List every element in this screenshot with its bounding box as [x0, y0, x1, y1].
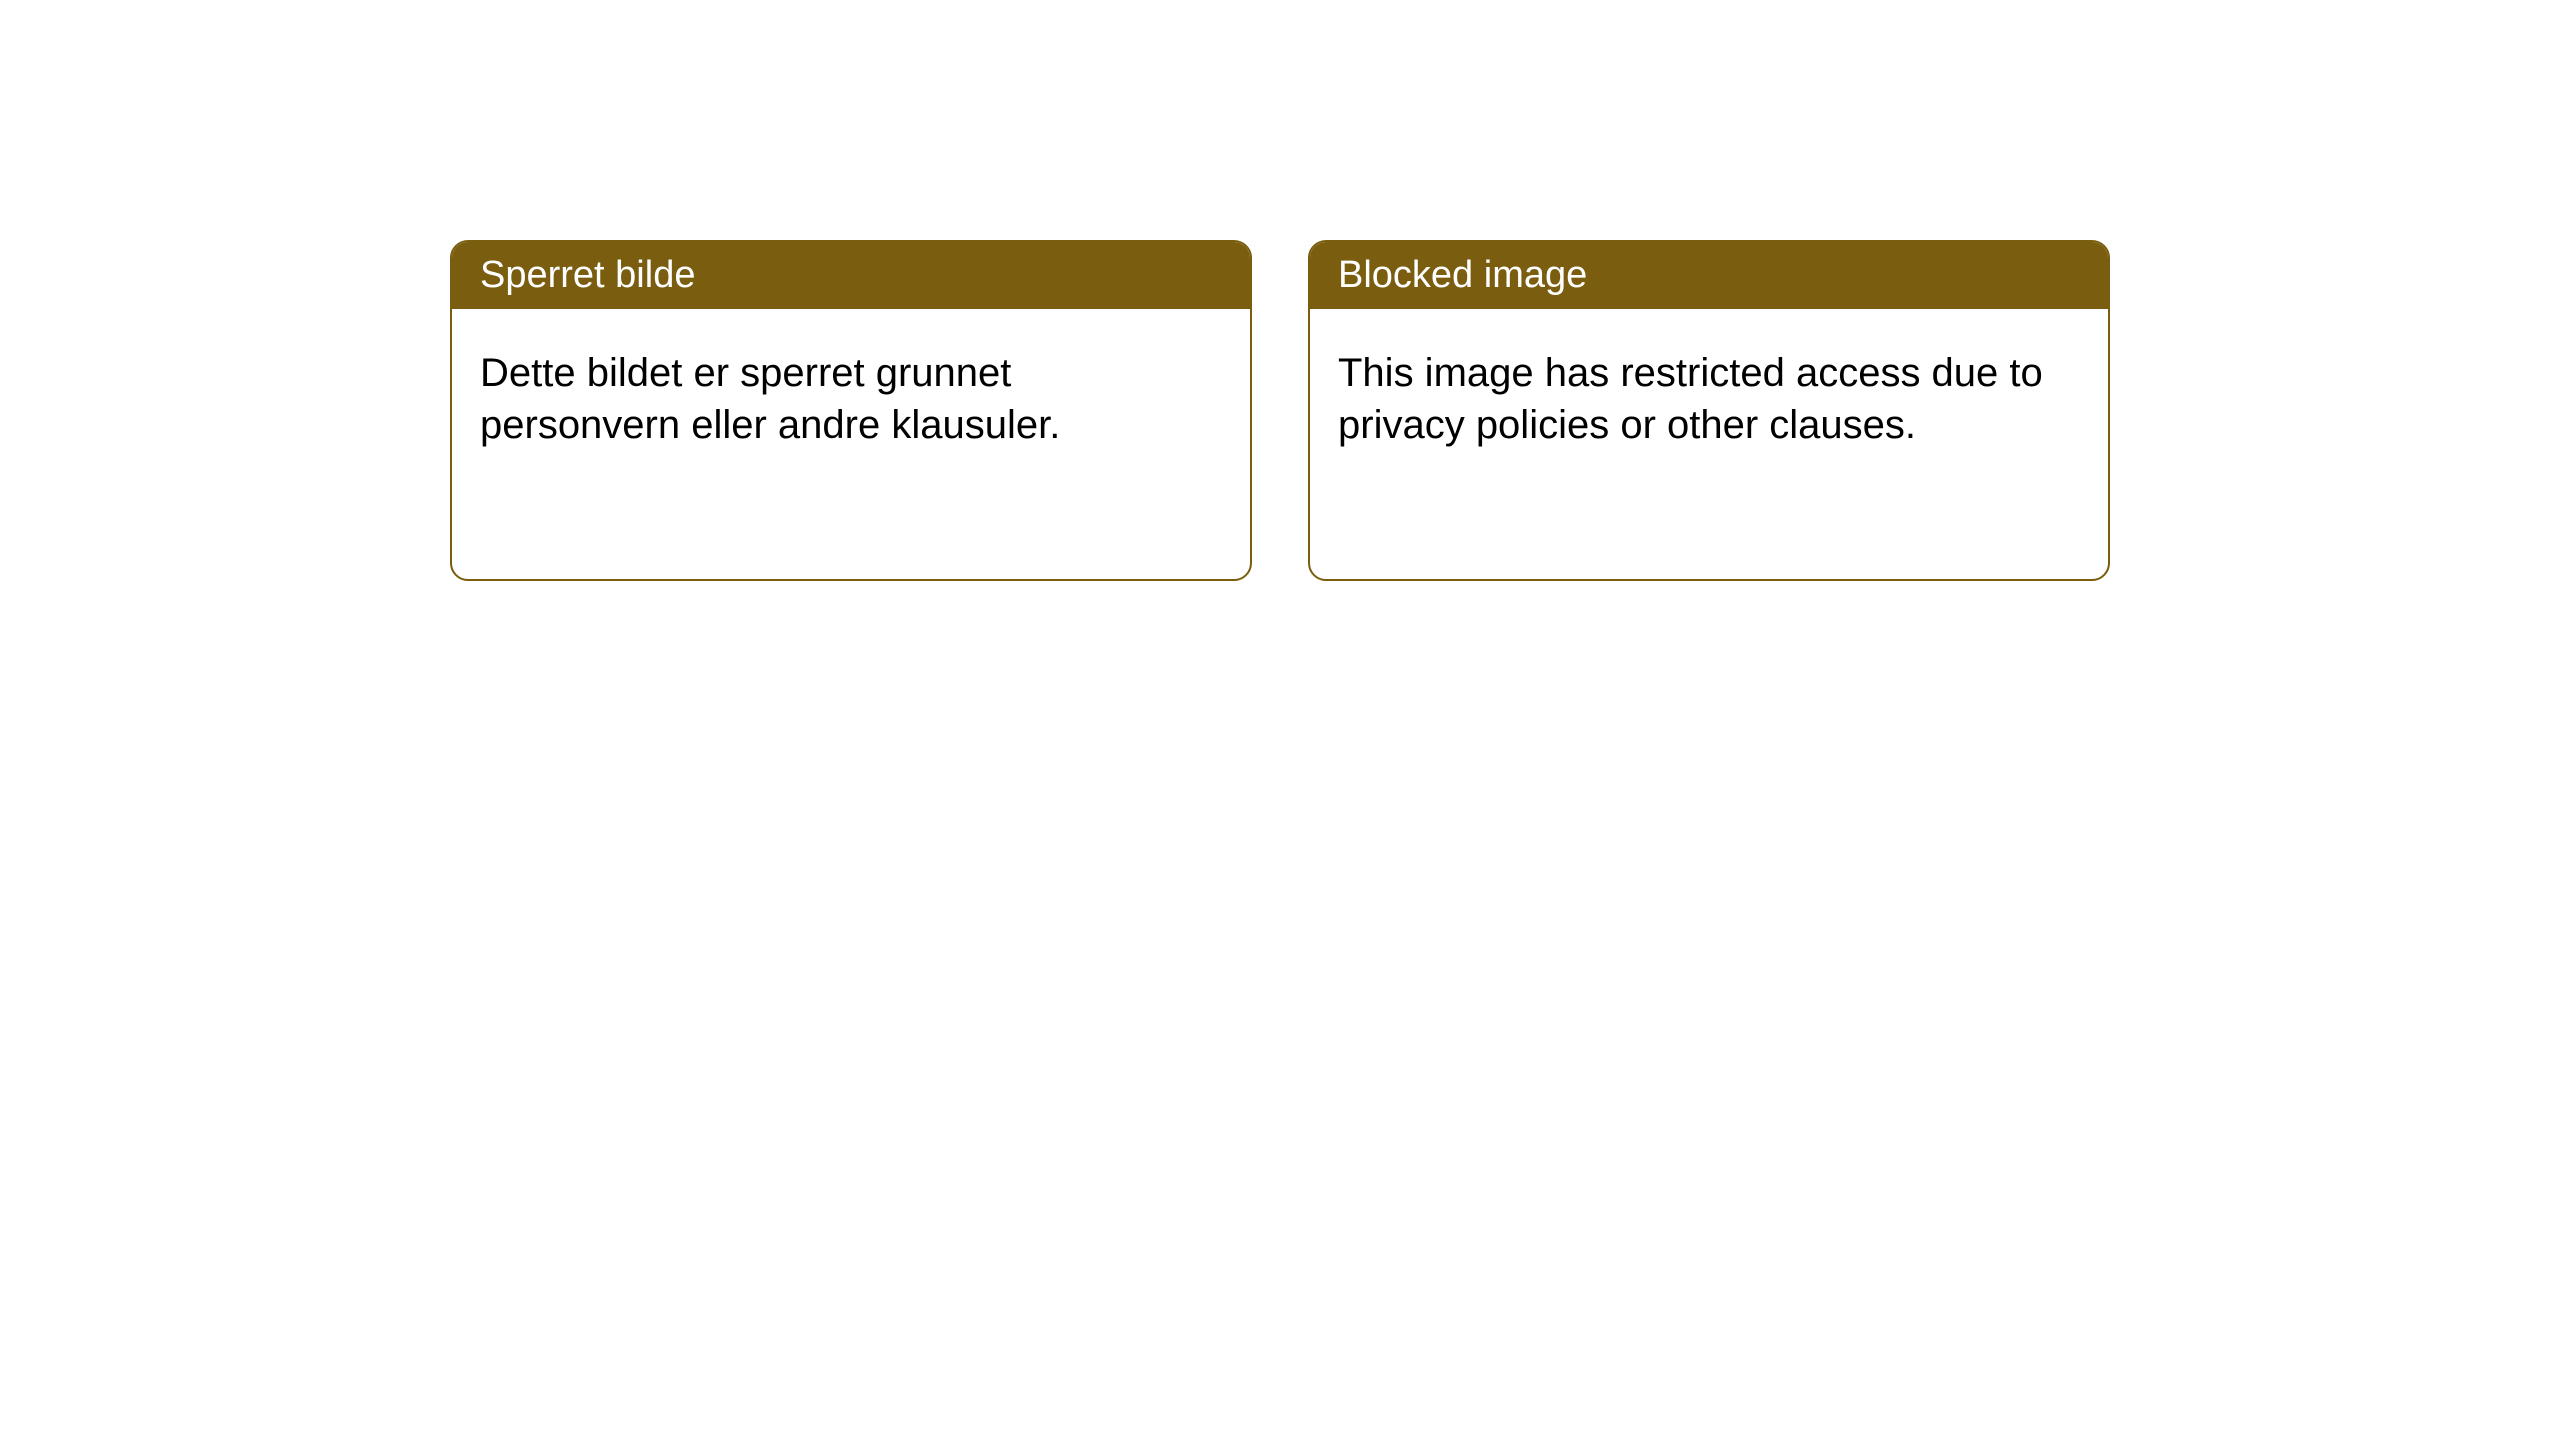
card-header-norwegian: Sperret bilde [452, 242, 1250, 309]
card-body-norwegian: Dette bildet er sperret grunnet personve… [452, 309, 1250, 579]
card-title-norwegian: Sperret bilde [480, 254, 695, 296]
blocked-image-card-english: Blocked image This image has restricted … [1308, 240, 2110, 581]
card-message-norwegian: Dette bildet er sperret grunnet personve… [480, 351, 1060, 447]
notice-container: Sperret bilde Dette bildet er sperret gr… [0, 0, 2560, 581]
card-header-english: Blocked image [1310, 242, 2108, 309]
blocked-image-card-norwegian: Sperret bilde Dette bildet er sperret gr… [450, 240, 1252, 581]
card-message-english: This image has restricted access due to … [1338, 351, 2043, 447]
card-body-english: This image has restricted access due to … [1310, 309, 2108, 579]
card-title-english: Blocked image [1338, 254, 1587, 296]
